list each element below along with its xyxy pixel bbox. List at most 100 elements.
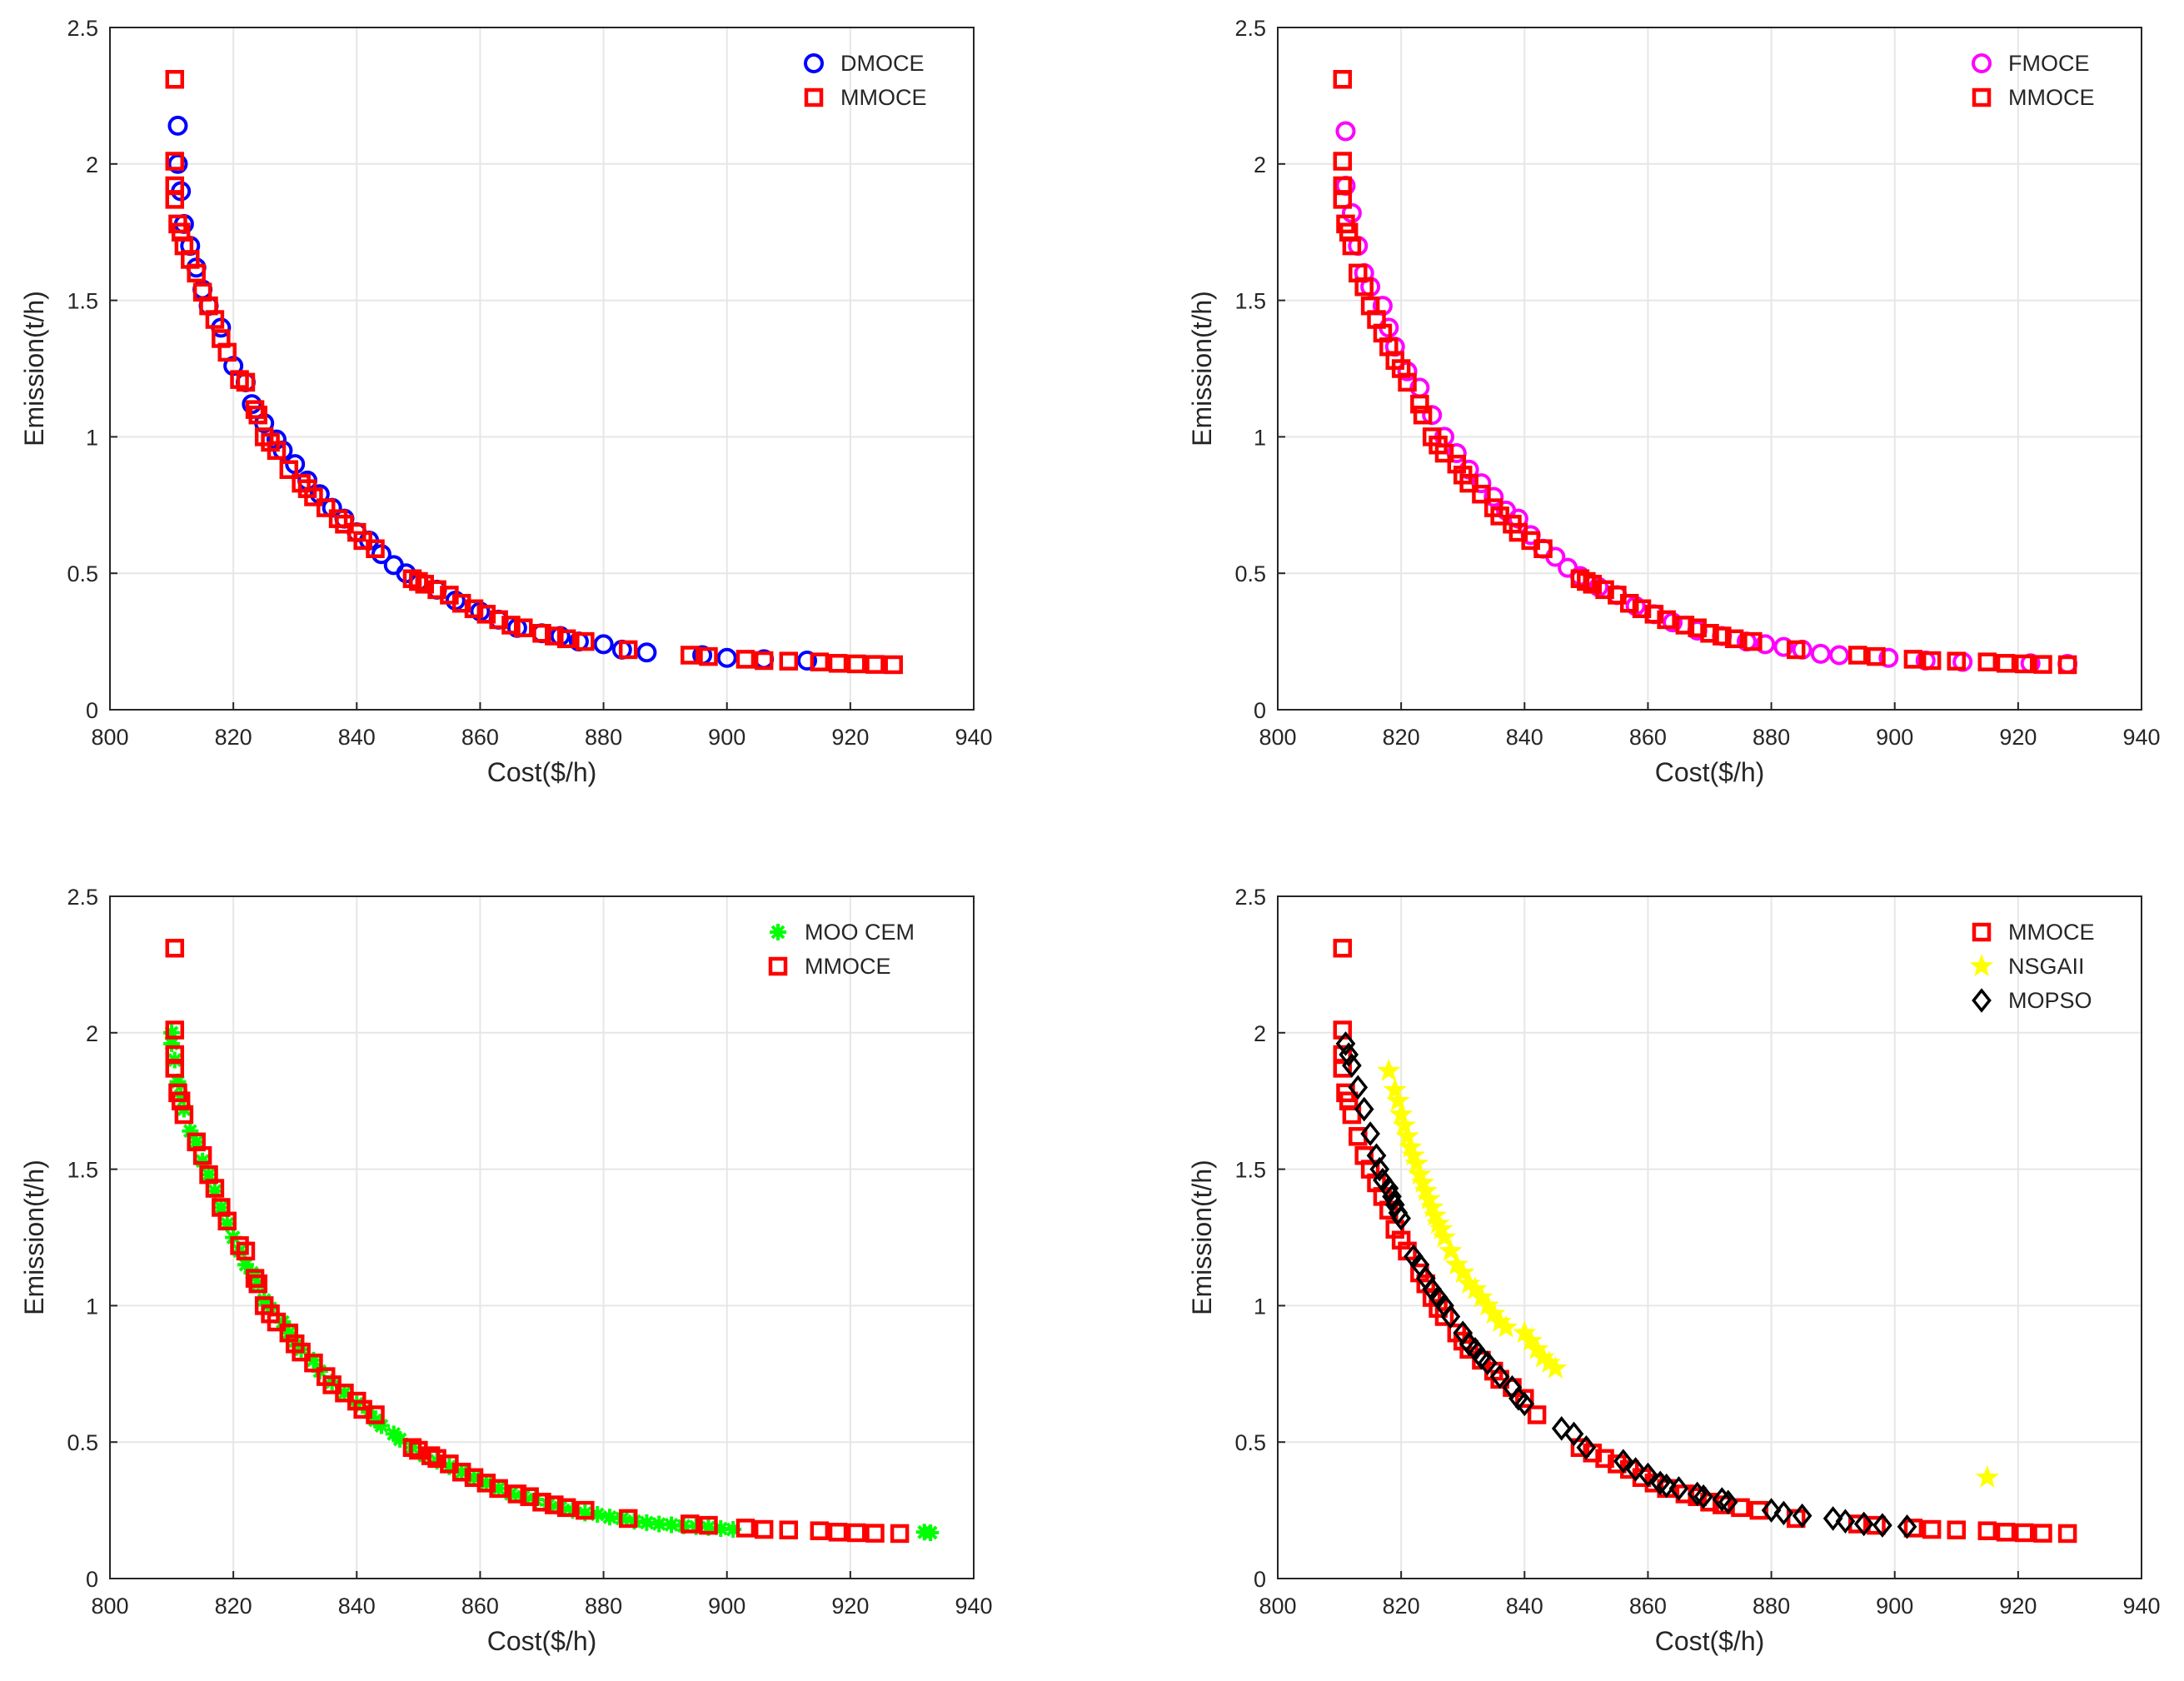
plot-area [1278, 896, 2142, 1579]
data-point [1342, 236, 1362, 256]
data-point [810, 1521, 830, 1540]
data-point [1483, 486, 1504, 507]
y-tick-label: 0.5 [67, 561, 98, 586]
data-point [700, 1519, 717, 1536]
data-point [248, 405, 268, 425]
data-point [1829, 645, 1850, 666]
y-tick-label: 1 [1254, 1294, 1266, 1319]
data-point [165, 69, 185, 89]
data-point [1922, 651, 1942, 671]
data-point [1339, 1042, 1359, 1067]
data-point [476, 605, 496, 624]
y-tick-label: 2.5 [1234, 885, 1266, 910]
data-point [1392, 1113, 1417, 1136]
data-point [1463, 1276, 1488, 1299]
data-point [1713, 1495, 1732, 1514]
data-point [451, 593, 471, 613]
legend: MOO CEM MMOCE [768, 920, 915, 979]
data-point [1713, 626, 1732, 646]
y-tick-label: 2 [1254, 1021, 1266, 1046]
data-point [1471, 473, 1492, 494]
x-tick-label: 800 [1259, 725, 1296, 750]
data-point [1434, 1307, 1454, 1326]
data-point [520, 1487, 539, 1506]
data-point [1493, 1314, 1518, 1338]
data-point [712, 1520, 730, 1538]
x-tick-label: 920 [1999, 725, 2037, 750]
data-point [2033, 655, 2052, 674]
data-point [1835, 1509, 1856, 1534]
data-point [249, 1275, 267, 1293]
y-tick-label: 2 [86, 1021, 98, 1046]
y-tick-label: 1 [1254, 425, 1266, 450]
y-axis-label: Emission(t/h) [1187, 291, 1217, 446]
data-point [212, 1199, 230, 1216]
data-point [336, 1384, 353, 1402]
legend: DMOCE MMOCE [804, 51, 927, 110]
y-tick-label: 1 [86, 1294, 98, 1319]
x-tick-label: 940 [2122, 1594, 2160, 1619]
data-point [489, 1479, 508, 1499]
data-point [545, 1495, 564, 1514]
legend-label: MMOCE [840, 85, 927, 110]
data-point [1451, 1260, 1475, 1284]
data-point [165, 152, 185, 171]
data-point [305, 1351, 322, 1369]
series-mmoce [165, 938, 910, 1544]
data-point [477, 1474, 495, 1492]
legend-marker [804, 87, 824, 107]
x-tick-label: 840 [338, 1594, 376, 1619]
data-point [1773, 1500, 1794, 1526]
data-point [922, 1524, 940, 1541]
data-point [1687, 1481, 1708, 1507]
panel-3: 800 820 840 860 880 900 920 940 0 0.5 1 1.5 2 2.5 Cost… [19, 885, 993, 1656]
y-axis-label: Emission(t/h) [1187, 1160, 1217, 1315]
legend-marker [804, 53, 824, 73]
data-point [441, 1458, 458, 1475]
data-point [1440, 1304, 1461, 1329]
plot-area [110, 27, 974, 710]
legend-label: MOO CEM [805, 920, 915, 945]
data-point [1755, 634, 1776, 655]
data-point [248, 1274, 268, 1294]
data-point [1360, 1121, 1380, 1146]
legend: MMOCE NSGAII MOPSO [1969, 920, 2095, 1013]
x-tick-label: 860 [1629, 725, 1667, 750]
data-point [865, 1524, 885, 1543]
y-tick-label: 0.5 [67, 1430, 98, 1455]
data-point [279, 460, 299, 479]
x-tick-label: 920 [1999, 1594, 2037, 1619]
data-point [1478, 1350, 1498, 1375]
legend-label: MMOCE [805, 954, 891, 979]
data-point [1903, 1519, 1923, 1538]
data-point [576, 631, 595, 651]
data-point [1515, 1389, 1534, 1409]
data-point [1333, 190, 1353, 209]
data-point [218, 1215, 236, 1233]
x-tick-label: 920 [831, 725, 869, 750]
data-point [1625, 1457, 1646, 1482]
data-point [2057, 655, 2077, 675]
data-point [1583, 575, 1603, 594]
data-point [415, 575, 435, 594]
data-point [1947, 1520, 1967, 1539]
data-point [699, 646, 718, 666]
data-point [1459, 1339, 1478, 1359]
legend-label: MMOCE [2008, 920, 2095, 945]
y-tick-label: 2.5 [67, 16, 98, 41]
data-point [847, 1523, 866, 1543]
series-mmoce [1333, 69, 2077, 675]
data-point [1563, 1421, 1584, 1447]
data-point [735, 1519, 755, 1538]
data-point [1724, 629, 1744, 649]
plot-area [1278, 27, 2142, 710]
data-point [779, 651, 799, 671]
panel-4: 800 820 840 860 880 900 920 940 0 0.5 1 1.5 2 2.5 Cost… [1187, 885, 2161, 1656]
data-point [1335, 121, 1356, 142]
x-tick-label: 800 [1259, 1594, 1296, 1619]
data-point [165, 190, 185, 209]
data-point [2015, 1523, 2034, 1543]
data-point [476, 1474, 496, 1493]
x-axis-label: Cost($/h) [1655, 1626, 1765, 1656]
data-point [165, 1020, 185, 1040]
